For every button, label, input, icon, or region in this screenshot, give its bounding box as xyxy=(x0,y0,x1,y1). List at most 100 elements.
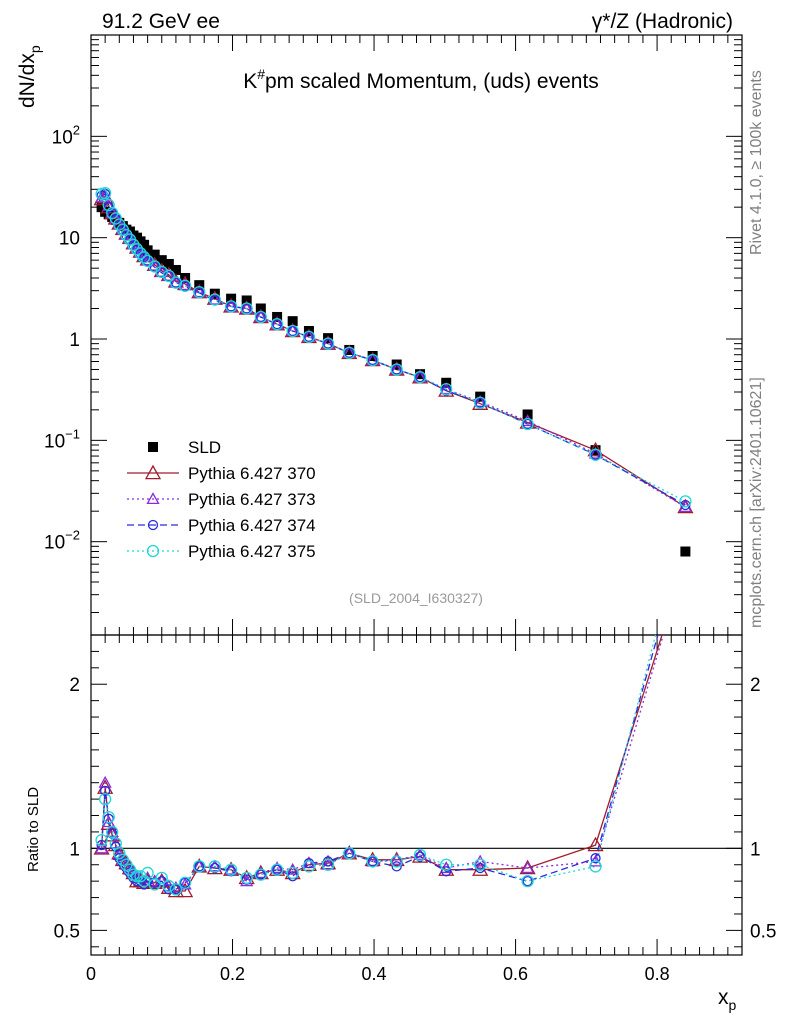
mc-point xyxy=(120,228,133,242)
ratio-point xyxy=(193,860,206,873)
ratio-point xyxy=(521,875,534,888)
mc-point xyxy=(270,318,284,331)
analysis-reference: (SLD_2004_I630327) xyxy=(349,590,483,606)
mc-point xyxy=(286,324,299,338)
ratio-point xyxy=(148,878,161,891)
ratio-point xyxy=(590,853,601,864)
data-point xyxy=(170,264,181,275)
mc-point xyxy=(321,337,335,350)
mc-point xyxy=(414,372,426,383)
ratio-point xyxy=(240,871,253,885)
mc-point xyxy=(366,353,379,367)
y-tick-label: 10 xyxy=(59,229,80,250)
ratio-tick-label-left: 2 xyxy=(69,675,80,696)
ratio-point xyxy=(413,848,427,860)
ratio-plot-frame xyxy=(90,634,743,956)
mc-point xyxy=(193,286,206,299)
mcplots-label: mcplots.cern.ch [arXiv:2401.10621] xyxy=(748,377,765,628)
ratio-point xyxy=(208,859,222,872)
mc-point xyxy=(127,238,140,251)
ratio-tick-label-left: 0.5 xyxy=(54,921,80,942)
series-line xyxy=(101,196,686,508)
mc-point xyxy=(178,279,192,292)
mc-point xyxy=(390,363,403,376)
axis-ticks xyxy=(90,35,742,955)
ratio-point xyxy=(106,825,119,839)
ratio-point xyxy=(99,792,112,806)
y-tick-label: 10−1 xyxy=(44,426,80,452)
ratio-point xyxy=(286,862,300,875)
mc-point xyxy=(475,397,486,408)
data-point xyxy=(287,316,298,327)
ratio-point xyxy=(255,869,266,880)
ratio-point xyxy=(474,858,487,871)
mc-point xyxy=(303,331,315,343)
ratio-point xyxy=(321,858,335,871)
mc-point xyxy=(413,371,427,384)
mc-point xyxy=(137,251,151,264)
ratio-tick-label-right: 1 xyxy=(750,839,761,860)
ratio-point xyxy=(100,785,111,797)
mc-point xyxy=(589,448,602,461)
legend-marker xyxy=(147,519,159,531)
ratio-point xyxy=(589,860,602,873)
ratio-point xyxy=(224,863,238,876)
ratio-point xyxy=(270,861,284,874)
data-point xyxy=(139,239,150,250)
mc-point xyxy=(588,446,603,459)
mc-point xyxy=(178,278,192,291)
ratio-point xyxy=(162,879,175,893)
header-process: γ*/Z (Hadronic) xyxy=(592,10,733,33)
data-point xyxy=(415,369,426,380)
ratio-point xyxy=(390,855,403,868)
data-point xyxy=(680,546,691,557)
ratio-point xyxy=(105,825,119,837)
ratio-point xyxy=(208,860,221,873)
mc-point xyxy=(134,247,147,260)
ratio-point xyxy=(169,883,183,896)
legend-label: SLD xyxy=(188,438,221,457)
data-point xyxy=(149,249,160,260)
mc-point xyxy=(287,325,298,337)
legend-marker xyxy=(144,464,162,480)
y-tick-label: 10−2 xyxy=(44,528,80,554)
ratio-point xyxy=(98,775,112,788)
mc-point xyxy=(254,310,267,324)
ratio-point xyxy=(520,861,535,874)
ratio-point xyxy=(286,866,299,880)
mc-point xyxy=(240,302,253,315)
data-point xyxy=(156,255,167,266)
mc-point xyxy=(241,303,252,314)
ratio-point xyxy=(344,848,355,859)
ratio-point xyxy=(367,856,378,867)
ratio-point xyxy=(155,871,168,885)
legend-marker xyxy=(148,442,158,452)
ratio-point xyxy=(271,864,283,875)
mc-point xyxy=(521,417,534,431)
x-axis-label: xp xyxy=(718,986,737,1013)
ratio-point xyxy=(441,866,452,877)
ratio-point xyxy=(302,860,316,873)
x-tick-label: 0.2 xyxy=(220,964,245,984)
mc-point xyxy=(109,212,122,225)
mc-point xyxy=(391,364,402,375)
ratio-point xyxy=(95,841,109,854)
mc-point xyxy=(130,243,144,256)
mc-point xyxy=(192,285,206,298)
ratio-point xyxy=(96,839,107,851)
mc-point xyxy=(473,394,487,407)
mc-point xyxy=(99,187,112,200)
data-point xyxy=(344,344,355,355)
header-energy: 91.2 GeV ee xyxy=(102,10,220,33)
ratio-point xyxy=(440,858,453,871)
ratio-point xyxy=(179,877,191,888)
y-tick-label: 102 xyxy=(52,122,80,148)
mc-point xyxy=(343,346,356,360)
ratio-point xyxy=(194,861,205,872)
mc-point xyxy=(322,338,334,349)
mc-point xyxy=(344,347,355,359)
ratio-point xyxy=(343,847,356,860)
ratio-point xyxy=(519,859,536,875)
legend-marker xyxy=(146,492,160,505)
